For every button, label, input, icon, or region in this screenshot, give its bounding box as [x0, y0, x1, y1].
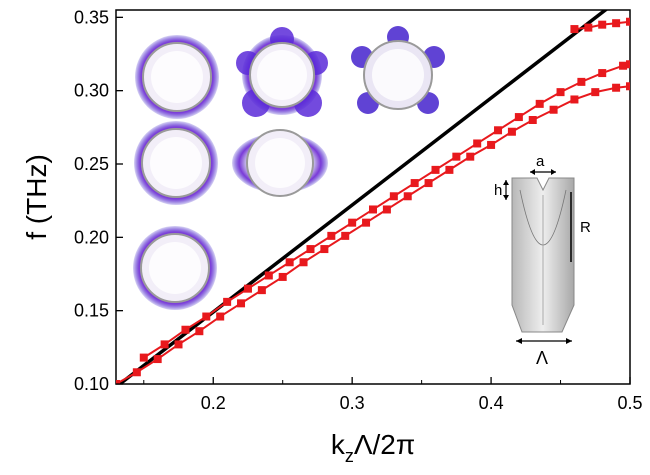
data-point — [424, 179, 433, 188]
data-point — [626, 17, 630, 26]
data-point — [612, 19, 621, 28]
data-point — [389, 192, 398, 201]
field-profile-5 — [232, 129, 328, 197]
data-point — [382, 205, 391, 214]
data-point — [507, 127, 516, 136]
data-point — [535, 99, 544, 108]
label-r: R — [580, 219, 591, 236]
data-point — [153, 355, 162, 364]
data-point — [174, 340, 183, 349]
series-layer — [116, 17, 630, 384]
data-point — [195, 327, 204, 336]
data-point — [306, 245, 315, 254]
data-point — [132, 368, 141, 377]
data-point — [598, 20, 607, 29]
data-point — [431, 165, 440, 174]
y-tick-label: 0.15 — [74, 301, 109, 321]
x-tick-label: 0.5 — [617, 393, 642, 413]
data-point — [348, 218, 357, 227]
field-profile-2 — [236, 27, 328, 117]
y-tick-label: 0.10 — [74, 374, 109, 394]
data-point — [278, 272, 287, 281]
x-tick-label: 0.4 — [479, 393, 504, 413]
data-point — [320, 245, 329, 254]
data-point — [410, 179, 419, 188]
data-point — [237, 299, 246, 308]
light-line-layer — [116, 10, 609, 384]
x-axis-title-main: k — [331, 429, 346, 460]
data-point — [487, 140, 496, 149]
data-point — [139, 353, 148, 362]
data-point — [341, 231, 350, 240]
data-point — [570, 25, 579, 34]
data-point — [473, 139, 482, 148]
data-point — [160, 340, 169, 349]
data-point — [362, 218, 371, 227]
data-point — [369, 205, 377, 214]
label-h: h — [494, 182, 502, 199]
data-point — [299, 258, 308, 267]
field-profile-6 — [133, 226, 217, 310]
light-line — [116, 10, 609, 384]
data-point — [577, 77, 586, 86]
data-point — [570, 95, 579, 104]
data-point — [514, 113, 523, 122]
data-point — [216, 312, 225, 321]
y-tick-label: 0.25 — [74, 154, 109, 174]
data-point — [243, 284, 252, 293]
y-tick-label: 0.20 — [74, 227, 109, 247]
x-axis-title-rest: Λ/2π — [354, 429, 415, 460]
data-point — [452, 152, 461, 161]
data-point — [264, 271, 273, 280]
plot-frame — [115, 9, 631, 385]
field-profile-3 — [351, 26, 445, 114]
label-period: Λ — [536, 348, 548, 368]
data-point — [223, 297, 232, 306]
y-tick-label: 0.35 — [74, 7, 109, 27]
data-point — [181, 325, 190, 334]
data-point — [257, 286, 266, 295]
data-point — [327, 231, 336, 240]
data-point — [549, 105, 558, 114]
data-point — [528, 116, 537, 124]
y-tick-label: 0.30 — [74, 81, 109, 101]
data-point — [202, 312, 211, 321]
data-point — [494, 126, 503, 135]
label-a: a — [536, 153, 545, 170]
data-point — [598, 69, 607, 78]
data-point — [403, 192, 412, 201]
field-profile-insets — [133, 26, 445, 310]
tick-layer: 0.2 0.3 0.4 0.5 0.10 0.15 0.20 0.25 0.30 0.35 — [74, 7, 643, 413]
data-point — [591, 88, 600, 97]
field-profile-1 — [135, 35, 219, 119]
field-profile-4 — [134, 121, 218, 205]
data-point — [626, 60, 630, 69]
y-axis-title: f (THz) — [21, 154, 52, 240]
data-point — [556, 88, 565, 97]
data-point — [445, 165, 454, 174]
x-axis-title: kzΛ/2π — [331, 429, 415, 466]
x-tick-label: 0.3 — [340, 393, 365, 413]
geometry-inset: a h R Λ — [494, 153, 591, 368]
data-point — [584, 23, 593, 32]
data-point — [626, 82, 630, 91]
data-point — [619, 61, 628, 70]
data-point — [116, 380, 120, 384]
data-point — [285, 258, 294, 267]
data-point — [466, 152, 475, 161]
x-tick-label: 0.2 — [201, 393, 226, 413]
data-point — [612, 83, 621, 92]
x-axis-title-sub: z — [345, 446, 354, 466]
